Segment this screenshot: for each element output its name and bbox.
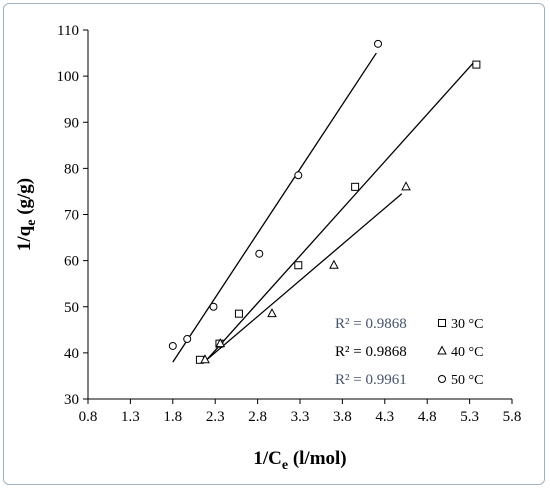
x-tick-label: 2.8 [248, 409, 267, 425]
data-points [168, 39, 481, 364]
x-tick-label: 3.3 [291, 409, 310, 425]
legend-marker-circle [438, 375, 446, 383]
point-circle [294, 171, 303, 180]
point-square [472, 60, 481, 69]
point-triangle [200, 354, 210, 364]
point-triangle [401, 181, 411, 191]
x-tick-label: 1.8 [163, 409, 182, 425]
x-tick-label: 4.8 [418, 409, 437, 425]
y-tick-label: 90 [64, 115, 79, 131]
x-ticks: 0.8 1.3 1.8 2.3 2.8 3.3 3.8 4.3 4.8 5.3 5.8 [79, 399, 522, 425]
trendline-circle [172, 52, 377, 363]
legend-label-triangle: 40 °C [451, 345, 483, 360]
y-tick-label: 100 [57, 69, 80, 85]
point-circle [209, 302, 218, 311]
x-tick-label: 3.8 [333, 409, 352, 425]
trendline-triangle [206, 193, 403, 361]
y-tick-label: 30 [64, 392, 79, 408]
legend-marker-triangle [437, 345, 447, 355]
point-square [294, 261, 303, 270]
x-tick-label: 2.3 [206, 409, 225, 425]
point-square [234, 309, 243, 318]
y-tick-label: 40 [64, 346, 79, 362]
y-tick-label: 80 [64, 161, 79, 177]
y-axis-label: 1/qe (g/g) [14, 178, 39, 251]
r2-label-square: R² = 0.9868 [335, 316, 407, 332]
x-tick-label: 1.3 [121, 409, 140, 425]
x-tick-label: 4.3 [375, 409, 394, 425]
r2-label-circle: R² = 0.9961 [335, 372, 407, 388]
y-tick-label: 50 [64, 300, 79, 316]
point-triangle [267, 308, 277, 318]
point-circle [374, 39, 383, 48]
y-tick-label: 60 [64, 254, 79, 270]
legend-label-square: 30 °C [451, 317, 483, 332]
r2-label-triangle: R² = 0.9868 [335, 344, 407, 360]
point-circle [255, 249, 264, 258]
point-circle [183, 335, 192, 344]
legend: R² = 0.9868 30 °C R² = 0.9868 40 °C R² = 0.9… [335, 316, 483, 388]
x-tick-label: 5.3 [460, 409, 479, 425]
point-square [351, 182, 360, 191]
legend-marker-square [438, 319, 446, 327]
y-tick-label: 70 [64, 208, 79, 224]
x-axis-label: 1/Ce (l/mol) [253, 448, 346, 473]
y-tick-label: 110 [57, 23, 79, 39]
point-triangle [215, 338, 226, 348]
y-ticks: 30 40 50 60 70 80 90 100 110 [57, 23, 88, 408]
point-triangle [329, 259, 339, 269]
trendlines [172, 52, 475, 363]
trendline-square [206, 61, 475, 361]
legend-label-circle: 50 °C [451, 373, 483, 388]
x-tick-label: 0.8 [79, 409, 98, 425]
point-circle [168, 341, 177, 350]
x-tick-label: 5.8 [503, 409, 522, 425]
